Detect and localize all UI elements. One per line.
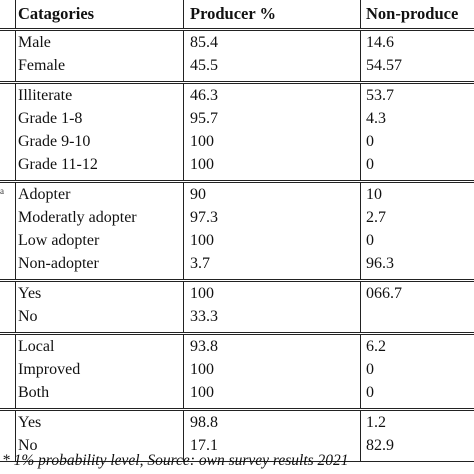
category-cell: Moderatly adopter — [18, 209, 137, 226]
header-producer: Producer % — [190, 4, 277, 23]
row-separator — [0, 410, 474, 411]
column-separator — [15, 83, 16, 180]
nonproducer-cell: 066.7 — [366, 285, 402, 302]
producer-cell: 90 — [190, 186, 206, 203]
nonproducer-cell: 4.3 — [366, 110, 386, 127]
producer-cell: 17.1 — [190, 437, 218, 454]
nonproducer-cell: 0 — [366, 133, 374, 150]
category-cell: Improved — [18, 361, 81, 378]
nonproducer-cell: 0 — [366, 156, 374, 173]
producer-cell: 97.3 — [190, 209, 218, 226]
producer-cell: 100 — [190, 285, 214, 302]
producer-cell: 3.7 — [190, 255, 210, 272]
producer-cell: 100 — [190, 133, 214, 150]
column-separator — [15, 410, 16, 461]
producer-cell: 33.3 — [190, 308, 218, 325]
producer-cell: 45.5 — [190, 57, 218, 74]
producer-cell: 93.8 — [190, 338, 218, 355]
header-categories: Catagories — [18, 4, 95, 23]
nonproducer-cell: 6.2 — [366, 338, 386, 355]
nonproducer-cell: 0 — [366, 361, 374, 378]
category-cell: Yes — [18, 285, 42, 302]
column-separator — [360, 30, 361, 81]
producer-cell: 100 — [190, 156, 214, 173]
category-cell: Adopter — [18, 186, 71, 203]
row-separator — [0, 30, 474, 31]
row-separator — [0, 28, 474, 29]
column-separator — [183, 334, 184, 408]
column-separator — [15, 30, 16, 81]
category-cell: Grade 1-8 — [18, 110, 83, 127]
row-separator — [0, 332, 474, 333]
nonproducer-cell: 0 — [366, 232, 374, 249]
column-separator — [360, 182, 361, 279]
column-separator — [360, 281, 361, 332]
nonproducer-cell: 53.7 — [366, 87, 394, 104]
column-separator — [360, 334, 361, 408]
nonproducer-cell: 14.6 — [366, 34, 394, 51]
column-separator — [360, 0, 361, 28]
category-cell: Grade 9-10 — [18, 133, 91, 150]
header-nonproducer: Non-produce — [366, 4, 459, 23]
category-cell: Low adopter — [18, 232, 100, 249]
column-separator — [183, 30, 184, 81]
row-separator — [0, 279, 474, 280]
nonproducer-cell: 82.9 — [366, 437, 394, 454]
producer-cell: 85.4 — [190, 34, 218, 51]
producer-cell: 100 — [190, 361, 214, 378]
category-cell: Male — [18, 34, 51, 51]
edge-mark: a — [0, 186, 4, 196]
column-separator — [15, 334, 16, 408]
nonproducer-cell: 54.57 — [366, 57, 402, 74]
category-cell: Grade 11-12 — [18, 156, 98, 173]
producer-cell: 100 — [190, 384, 214, 401]
row-separator — [0, 182, 474, 183]
producer-cell: 100 — [190, 232, 214, 249]
producer-cell: 98.8 — [190, 414, 218, 431]
row-separator — [0, 83, 474, 84]
column-separator — [15, 182, 16, 279]
producer-cell: 95.7 — [190, 110, 218, 127]
category-cell: No — [18, 437, 38, 454]
column-separator — [15, 0, 16, 28]
column-separator — [183, 281, 184, 332]
nonproducer-cell: 2.7 — [366, 209, 386, 226]
row-separator — [0, 281, 474, 282]
nonproducer-cell: 0 — [366, 384, 374, 401]
table-footnote: * 1% probability level, Source: own surv… — [2, 452, 349, 469]
category-cell: Local — [18, 338, 55, 355]
column-separator — [183, 0, 184, 28]
row-separator — [0, 461, 474, 462]
column-separator — [360, 83, 361, 180]
category-cell: Yes — [18, 414, 42, 431]
column-separator — [183, 83, 184, 180]
category-cell: Both — [18, 384, 50, 401]
row-separator — [0, 334, 474, 335]
column-separator — [183, 410, 184, 461]
category-cell: Illiterate — [18, 87, 73, 104]
column-separator — [183, 182, 184, 279]
category-cell: Non-adopter — [18, 255, 99, 272]
row-separator — [0, 408, 474, 409]
nonproducer-cell: 96.3 — [366, 255, 394, 272]
row-separator — [0, 180, 474, 181]
nonproducer-cell: 10 — [366, 186, 382, 203]
nonproducer-cell: 1.2 — [366, 414, 386, 431]
category-cell: Female — [18, 57, 66, 74]
category-cell: No — [18, 308, 38, 325]
producer-cell: 46.3 — [190, 87, 218, 104]
row-separator — [0, 81, 474, 82]
column-separator — [360, 410, 361, 461]
column-separator — [15, 281, 16, 332]
